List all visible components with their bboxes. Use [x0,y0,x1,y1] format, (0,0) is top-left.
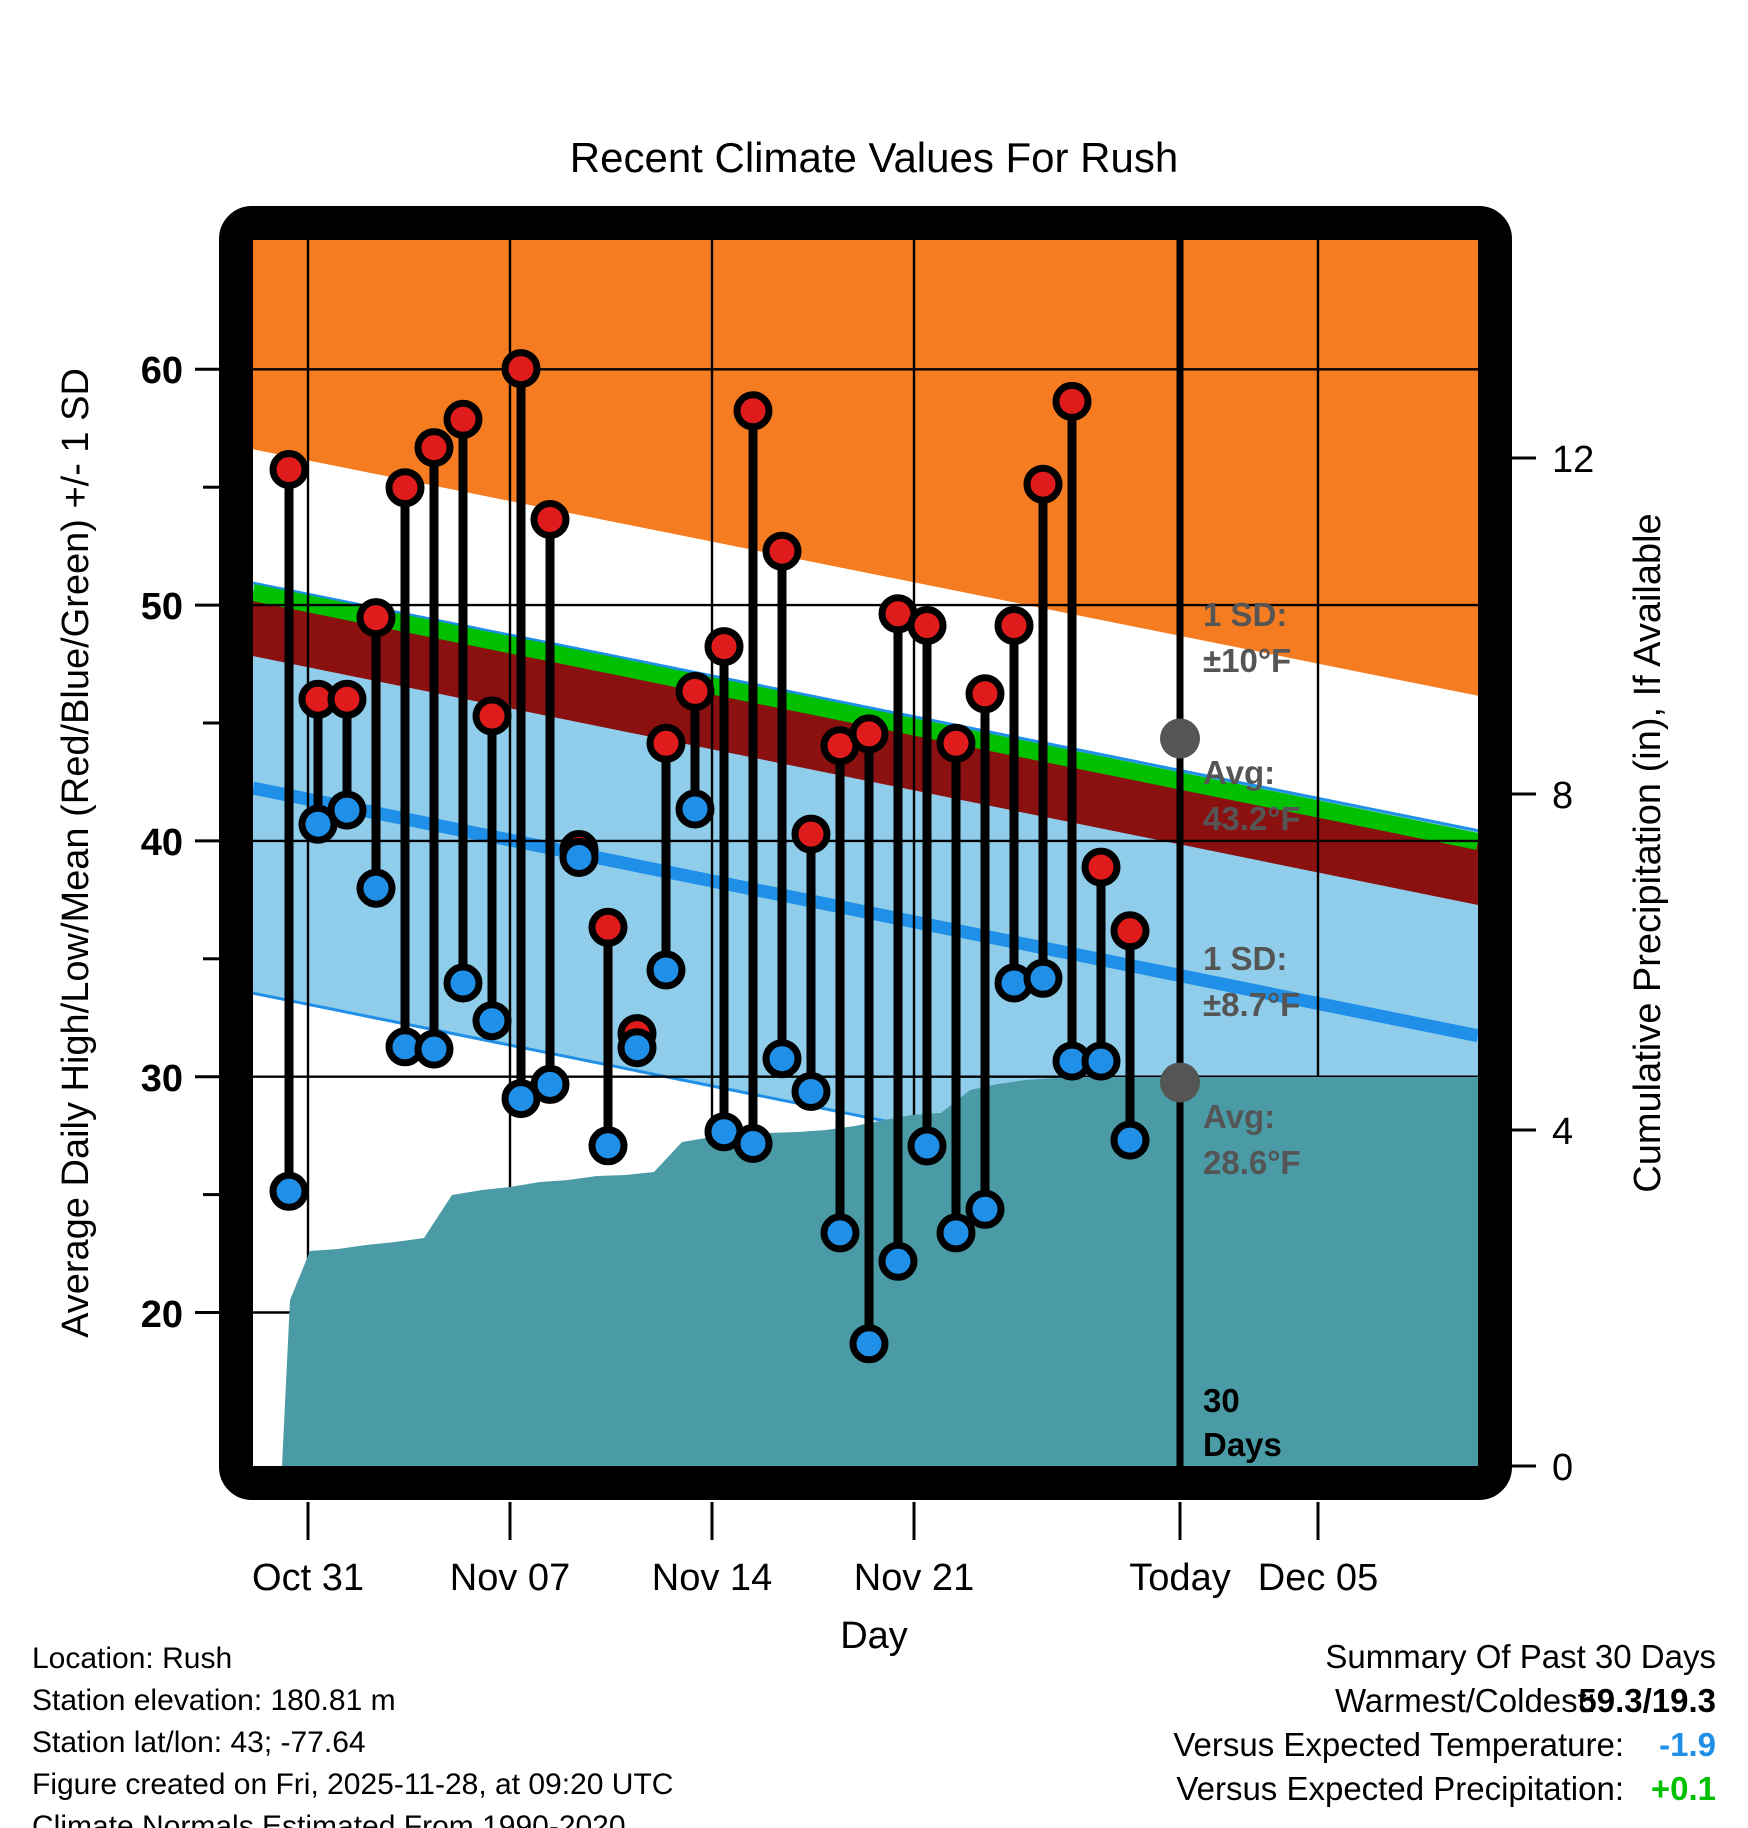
y-tick-50: 50 [141,586,183,628]
summary-row-0-label: Warmest/Coldest: [1335,1682,1596,1719]
today-high-avg-marker [1160,718,1200,759]
x-tick-today: Today [1129,1557,1230,1599]
daily-stems [284,368,1135,1344]
low-sd-label: 1 SD: [1203,940,1287,977]
y-tick-30: 30 [141,1058,183,1100]
x-tick-nov-21: Nov 21 [854,1557,974,1599]
x-axis-title: Day [840,1615,908,1657]
daily-high-markers [269,349,1150,1054]
axis-frame [219,206,1512,1500]
daily-low-markers [269,789,1150,1364]
high-sd-value: ±10°F [1203,642,1291,679]
plot-content: 1 SD: ±10°F Avg: 43.2°F 1 SD: ±8.7°F Avg… [253,240,1478,1466]
x-axis: Oct 31 Nov 07 Nov 14 Nov 21 Today Dec 05 [252,1502,1378,1599]
window-days-line2: Days [1203,1426,1282,1463]
low-sd-upper-edge [253,581,1478,833]
summary-row-1-value: -1.9 [1659,1726,1716,1763]
y-axis-left-title: Average Daily High/Low/Mean (Red/Blue/Gr… [55,368,97,1338]
page-title: Recent Climate Values For Rush [570,134,1178,181]
y-right-tick-8: 8 [1552,775,1573,817]
y-right-tick-0: 0 [1552,1447,1573,1489]
summary-heading: Summary Of Past 30 Days [1325,1638,1716,1675]
low-sd-value: ±8.7°F [1203,986,1300,1023]
y-right-tick-4: 4 [1552,1111,1573,1153]
x-tick-nov-14: Nov 14 [652,1557,772,1599]
footer-latlon: Station lat/lon: 43; -77.64 [32,1726,366,1759]
low-avg-value: 28.6°F [1203,1144,1301,1181]
summary-block: Summary Of Past 30 Days Warmest/Coldest:… [1173,1638,1716,1807]
high-sd-band [253,240,1478,696]
footer-location: Location: Rush [32,1642,232,1675]
y-tick-40: 40 [141,822,183,864]
y-right-tick-12: 12 [1552,439,1594,481]
footer-created: Figure created on Fri, 2025-11-28, at 09… [32,1768,673,1801]
footer-normals: Climate Normals Estimated From 1990-2020 [32,1810,626,1828]
summary-row-0-value: 59.3/19.3 [1578,1682,1716,1719]
y-tick-20: 20 [141,1294,183,1336]
y-tick-60: 60 [141,350,183,392]
today-low-avg-marker [1160,1062,1200,1103]
x-tick-oct-31: Oct 31 [252,1557,364,1599]
y-axis-right-title: Cumulative Precipitation (in), If Availa… [1627,513,1669,1192]
high-avg-label: Avg: [1203,754,1275,791]
window-days-line1: 30 [1203,1382,1240,1419]
x-tick-nov-07: Nov 07 [450,1557,570,1599]
footer-elevation: Station elevation: 180.81 m [32,1684,396,1717]
summary-row-2-label: Versus Expected Precipitation: [1176,1770,1624,1807]
high-avg-value: 43.2°F [1203,800,1301,837]
summary-row-1-label: Versus Expected Temperature: [1173,1726,1624,1763]
x-tick-dec-05: Dec 05 [1258,1557,1378,1599]
high-sd-label: 1 SD: [1203,596,1287,633]
footer-block: Location: Rush Station elevation: 180.81… [32,1642,673,1828]
y-axis-left: 60 50 40 30 20 [141,350,219,1336]
y-axis-right: 0 4 8 12 [1512,439,1594,1489]
low-avg-label: Avg: [1203,1098,1275,1135]
summary-row-2-value: +0.1 [1651,1770,1716,1807]
